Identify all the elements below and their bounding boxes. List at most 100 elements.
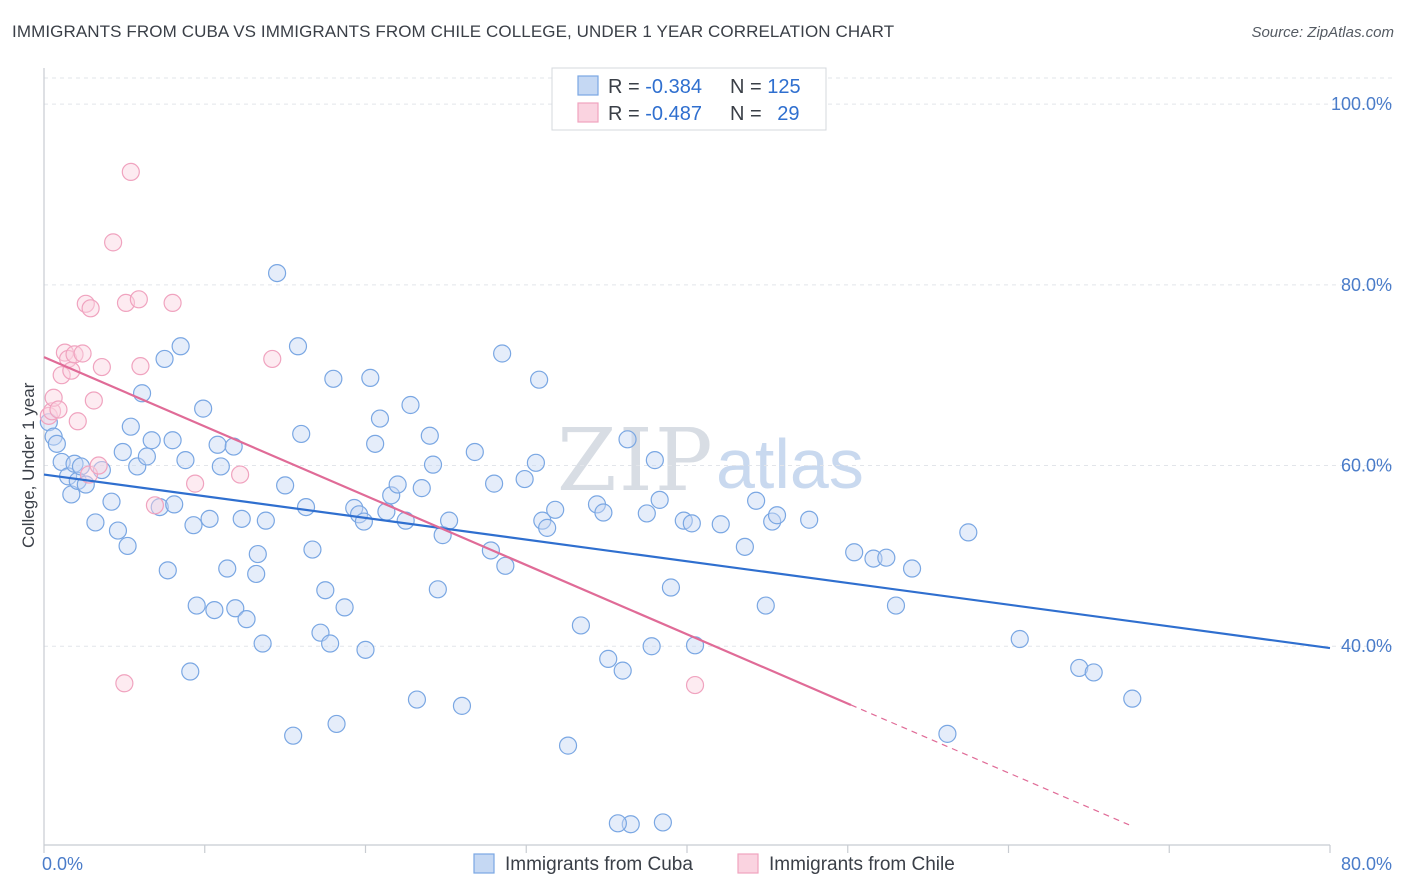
cuba-point-34 [208,435,227,454]
cuba-point-24 [163,431,182,450]
watermark-zip: ZIP [557,411,715,511]
cuba-point-43 [253,634,272,653]
source-label: Source: ZipAtlas.com [1251,24,1394,41]
legend-swatch-cuba [577,75,599,96]
y-axis-label: College, Under 1 year [19,382,38,548]
x-tick-label-max: 80.0% [1341,854,1392,874]
cuba-point-115 [902,559,922,578]
cuba-point-117 [959,523,978,542]
cuba-point-116 [938,724,957,743]
cuba-point-97 [642,637,661,656]
chile-point-3 [49,400,68,419]
cuba-point-16 [121,417,140,436]
cuba-point-105 [735,537,754,556]
chile-point-4 [52,366,71,385]
trend-line-chile [43,356,852,706]
chile-point-27 [263,349,282,369]
chile-point-21 [129,290,148,309]
legend-swatch-chile [577,102,599,123]
cuba-point-38 [226,599,245,618]
cuba-point-93 [599,649,618,668]
y-tick-labels: 40.0% 60.0% 80.0% 100.0% [1331,94,1392,656]
cuba-point-78 [465,442,484,462]
cuba-point-74 [428,580,447,599]
cuba-point-54 [321,634,340,653]
cuba-point-96 [637,504,656,523]
chile-point-15 [89,456,108,475]
cuba-point-107 [756,596,775,615]
chile-point-16 [92,357,111,377]
cuba-point-110 [800,510,819,529]
cuba-point-15 [118,536,137,556]
chile-point-23 [145,496,165,515]
cuba-point-73 [423,455,443,474]
cuba-point-56 [335,598,354,617]
bottom-legend-cuba-label: Immigrants from Cuba [505,854,693,875]
legend-chile-r-label: R = [608,103,645,125]
legend-chile-r-value: -0.487 [645,103,702,125]
legend-cuba-stats: R = -0.384 [608,76,702,98]
cuba-point-69 [401,395,420,415]
legend-cuba-n-value: 125 [767,76,800,98]
cuba-point-48 [288,337,308,356]
cuba-point-113 [877,548,896,567]
chile-point-25 [186,474,205,493]
cuba-point-83 [515,469,534,489]
cuba-point-62 [361,368,380,387]
cuba-point-0 [39,413,58,432]
cuba-point-119 [1070,658,1089,678]
cuba-point-40 [237,610,256,629]
cuba-point-28 [181,662,200,681]
cuba-point-31 [194,399,213,418]
cuba-point-72 [420,426,439,445]
chile-point-13 [81,299,100,318]
cuba-point-104 [711,515,730,534]
cuba-point-51 [303,540,322,559]
legend-chile-n-label: N = [730,103,767,125]
chile-point-28 [685,675,705,695]
cuba-point-77 [452,696,472,715]
cuba-point-64 [370,409,390,428]
cuba-point-94 [613,661,632,680]
y-tick-label-40: 40.0% [1341,636,1392,656]
cuba-point-17 [128,457,147,476]
cuba-point-100 [661,578,681,597]
cuba-point-14 [113,442,132,462]
cuba-point-39 [232,509,251,528]
legend-chile-n-value: 29 [777,103,799,125]
cuba-point-19 [137,447,156,466]
watermark-atlas: atlas [716,425,864,503]
trend-line-chile-extension [850,704,1130,826]
chile-point-24 [163,293,182,313]
cuba-point-70 [407,690,427,709]
cuba-point-35 [211,457,230,476]
cuba-point-13 [108,521,128,540]
cuba-point-122 [621,815,640,834]
cuba-point-102 [682,514,701,533]
trend-lines [43,356,1331,826]
y-tick-label-100: 100.0% [1331,94,1392,114]
cuba-point-25 [165,495,184,514]
cuba-point-22 [155,349,174,369]
cuba-point-41 [247,564,266,584]
cuba-point-112 [864,549,883,568]
trend-line-cuba [43,473,1331,650]
chile-point-10 [73,344,92,363]
cuba-point-44 [256,511,275,530]
cuba-point-81 [496,556,515,575]
y-tick-label-60: 60.0% [1341,456,1392,476]
cuba-point-59 [354,512,373,531]
bottom-legend-swatch-chile [737,853,759,874]
bottom-legend-swatch-cuba [473,853,495,874]
cuba-point-88 [546,500,565,519]
cuba-point-114 [886,596,906,615]
legend-cuba-r-value: -0.384 [645,76,702,98]
legend-chile-n: N = 29 [730,103,800,125]
cuba-point-26 [171,337,190,356]
cuba-point-85 [530,370,549,389]
chart-title: IMMIGRANTS FROM CUBA VS IMMIGRANTS FROM … [12,22,895,41]
legend-cuba-r-label: R = [608,76,645,98]
chile-point-26 [231,465,250,484]
cuba-point-76 [439,511,459,530]
